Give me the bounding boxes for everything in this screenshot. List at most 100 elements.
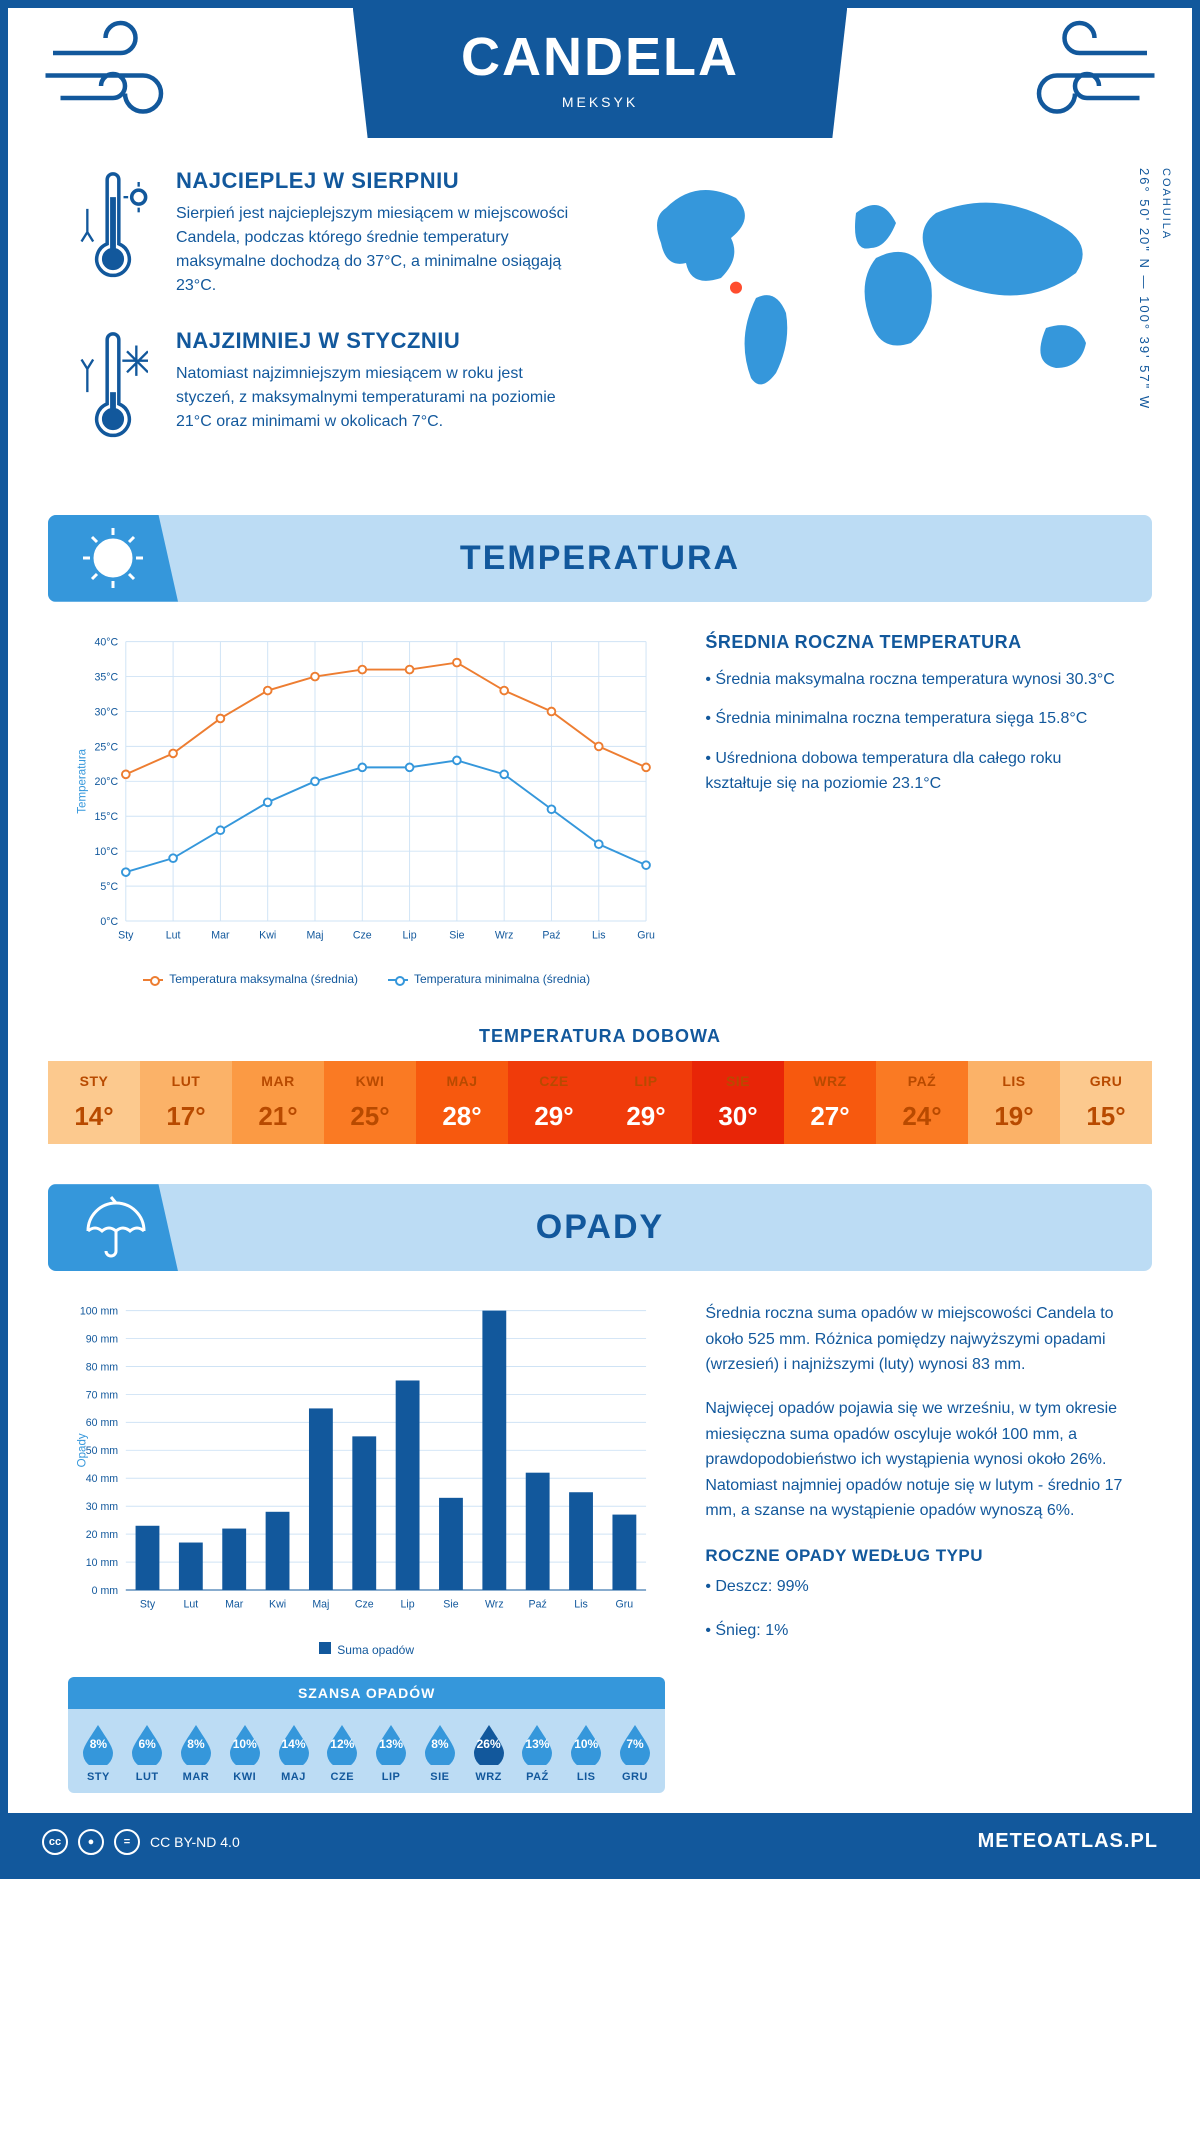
- temperature-line-chart: 0°C5°C10°C15°C20°C25°C30°C35°C40°CStyLut…: [68, 632, 665, 960]
- temperature-legend: Temperatura maksymalna (średnia) Tempera…: [68, 972, 665, 986]
- heat-cell: GRU 15°: [1060, 1061, 1152, 1144]
- legend-min-label: Temperatura minimalna (średnia): [414, 972, 590, 986]
- chance-cell: 13% LIP: [367, 1723, 416, 1783]
- coordinates: 26° 50' 20" N — 100° 39' 57" W: [1137, 168, 1152, 410]
- raindrop-icon: 13%: [374, 1723, 408, 1765]
- svg-text:70 mm: 70 mm: [86, 1390, 119, 1402]
- footer: cc ● = CC BY-ND 4.0 METEOATLAS.PL: [8, 1813, 1192, 1871]
- chance-cell: 13% PAŹ: [513, 1723, 562, 1783]
- umbrella-icon: [48, 1184, 178, 1271]
- legend-max-label: Temperatura maksymalna (średnia): [169, 972, 358, 986]
- svg-text:25°C: 25°C: [94, 741, 118, 753]
- svg-text:50 mm: 50 mm: [86, 1445, 119, 1457]
- heat-cell: LIS 19°: [968, 1061, 1060, 1144]
- precip-desc-2: Najwięcej opadów pojawia się we wrześniu…: [705, 1396, 1132, 1524]
- by-icon: ●: [78, 1829, 104, 1855]
- svg-text:30 mm: 30 mm: [86, 1501, 119, 1513]
- nd-icon: =: [114, 1829, 140, 1855]
- precip-type-title: ROCZNE OPADY WEDŁUG TYPU: [705, 1546, 1132, 1566]
- svg-text:Wrz: Wrz: [495, 929, 514, 941]
- location-marker: [728, 280, 744, 296]
- svg-text:10 mm: 10 mm: [86, 1557, 119, 1569]
- temp-bullet: • Średnia minimalna roczna temperatura s…: [705, 706, 1132, 732]
- precipitation-legend: Suma opadów: [68, 1642, 665, 1657]
- chance-cell: 14% MAJ: [269, 1723, 318, 1783]
- heat-cell: LUT 17°: [140, 1061, 232, 1144]
- fact-hot-title: NAJCIEPLEJ W SIERPNIU: [176, 168, 580, 194]
- svg-text:15°C: 15°C: [94, 811, 118, 823]
- svg-text:Maj: Maj: [312, 1599, 329, 1611]
- raindrop-icon: 6%: [130, 1723, 164, 1765]
- svg-text:40°C: 40°C: [94, 636, 118, 648]
- svg-text:Kwi: Kwi: [259, 929, 276, 941]
- svg-text:Temperatura: Temperatura: [76, 748, 88, 813]
- svg-text:Gru: Gru: [616, 1599, 634, 1611]
- svg-text:Opady: Opady: [76, 1433, 88, 1467]
- chance-cell: 8% MAR: [172, 1723, 221, 1783]
- heat-cell: STY 14°: [48, 1061, 140, 1144]
- svg-text:Mar: Mar: [225, 1599, 244, 1611]
- svg-text:5°C: 5°C: [100, 881, 118, 893]
- chance-cell: 6% LUT: [123, 1723, 172, 1783]
- precipitation-bar-chart: 0 mm10 mm20 mm30 mm40 mm50 mm60 mm70 mm8…: [68, 1301, 665, 1629]
- chance-cell: 8% SIE: [415, 1723, 464, 1783]
- svg-text:Sty: Sty: [140, 1599, 156, 1611]
- city-name: CANDELA: [353, 26, 847, 88]
- fact-cold-title: NAJZIMNIEJ W STYCZNIU: [176, 328, 580, 354]
- svg-text:Lis: Lis: [592, 929, 606, 941]
- chance-cell: 8% STY: [74, 1723, 123, 1783]
- country-name: MEKSYK: [353, 94, 847, 110]
- precipitation-chance-row: 8% STY 6% LUT 8% MAR 10% KWI 14%: [68, 1709, 665, 1793]
- raindrop-icon: 10%: [228, 1723, 262, 1765]
- svg-text:Paź: Paź: [542, 929, 560, 941]
- cc-icon: cc: [42, 1829, 68, 1855]
- svg-text:Wrz: Wrz: [485, 1599, 504, 1611]
- heat-cell: MAR 21°: [232, 1061, 324, 1144]
- raindrop-icon: 8%: [81, 1723, 115, 1765]
- thermometer-cold-icon: [68, 328, 158, 445]
- svg-text:Sie: Sie: [443, 1599, 458, 1611]
- svg-text:Lut: Lut: [166, 929, 181, 941]
- heat-cell: SIE 30°: [692, 1061, 784, 1144]
- sun-icon: [48, 515, 178, 602]
- svg-text:Lip: Lip: [401, 1599, 415, 1611]
- title-banner: CANDELA MEKSYK: [353, 8, 847, 138]
- world-map: [620, 168, 1132, 428]
- raindrop-icon: 8%: [423, 1723, 457, 1765]
- svg-text:0°C: 0°C: [100, 916, 118, 928]
- daily-temp-title: TEMPERATURA DOBOWA: [8, 1026, 1192, 1047]
- raindrop-icon: 14%: [277, 1723, 311, 1765]
- site-brand: METEOATLAS.PL: [978, 1830, 1158, 1853]
- svg-text:0 mm: 0 mm: [92, 1585, 119, 1597]
- raindrop-icon: 8%: [179, 1723, 213, 1765]
- svg-text:10°C: 10°C: [94, 846, 118, 858]
- svg-text:Maj: Maj: [306, 929, 323, 941]
- heat-cell: WRZ 27°: [784, 1061, 876, 1144]
- wind-icon: [1012, 8, 1162, 128]
- heat-cell: KWI 25°: [324, 1061, 416, 1144]
- section-temperature: TEMPERATURA: [48, 515, 1152, 602]
- chance-cell: 7% GRU: [611, 1723, 660, 1783]
- temp-bullet: • Uśredniona dobowa temperatura dla całe…: [705, 746, 1132, 797]
- raindrop-icon: 7%: [618, 1723, 652, 1765]
- raindrop-icon: 10%: [569, 1723, 603, 1765]
- svg-text:90 mm: 90 mm: [86, 1334, 119, 1346]
- section-precipitation: OPADY: [48, 1184, 1152, 1271]
- svg-text:30°C: 30°C: [94, 706, 118, 718]
- svg-text:40 mm: 40 mm: [86, 1473, 119, 1485]
- precip-type-item: • Deszcz: 99%: [705, 1574, 1132, 1600]
- svg-text:Lip: Lip: [403, 929, 417, 941]
- chance-cell: 12% CZE: [318, 1723, 367, 1783]
- svg-text:60 mm: 60 mm: [86, 1417, 119, 1429]
- temp-summary-title: ŚREDNIA ROCZNA TEMPERATURA: [705, 632, 1132, 653]
- svg-text:100 mm: 100 mm: [80, 1306, 118, 1318]
- fact-coldest: NAJZIMNIEJ W STYCZNIU Natomiast najzimni…: [68, 328, 580, 445]
- svg-text:Lis: Lis: [574, 1599, 588, 1611]
- fact-warmest: NAJCIEPLEJ W SIERPNIU Sierpień jest najc…: [68, 168, 580, 298]
- svg-text:20°C: 20°C: [94, 776, 118, 788]
- fact-hot-text: Sierpień jest najcieplejszym miesiącem w…: [176, 202, 580, 298]
- svg-text:20 mm: 20 mm: [86, 1529, 119, 1541]
- legend-rain-label: Suma opadów: [337, 1643, 414, 1657]
- heat-cell: CZE 29°: [508, 1061, 600, 1144]
- svg-text:Mar: Mar: [211, 929, 230, 941]
